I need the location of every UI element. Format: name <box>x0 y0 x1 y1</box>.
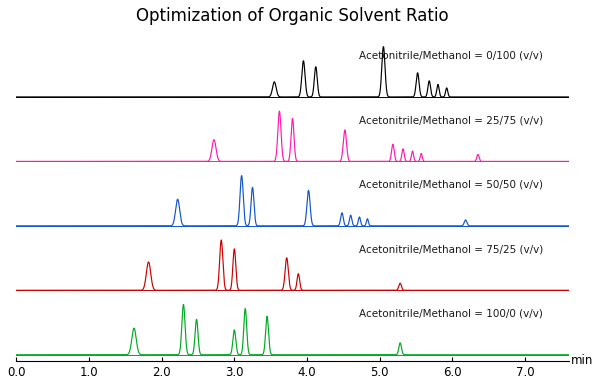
Text: Acetonitrile/Methanol = 25/75 (v/v): Acetonitrile/Methanol = 25/75 (v/v) <box>359 115 543 125</box>
Text: Acetonitrile/Methanol = 100/0 (v/v): Acetonitrile/Methanol = 100/0 (v/v) <box>359 308 543 318</box>
Text: Acetonitrile/Methanol = 50/50 (v/v): Acetonitrile/Methanol = 50/50 (v/v) <box>359 179 543 190</box>
Text: Acetonitrile/Methanol = 75/25 (v/v): Acetonitrile/Methanol = 75/25 (v/v) <box>359 244 543 254</box>
Text: Acetonitrile/Methanol = 0/100 (v/v): Acetonitrile/Methanol = 0/100 (v/v) <box>359 51 543 61</box>
Title: Optimization of Organic Solvent Ratio: Optimization of Organic Solvent Ratio <box>136 7 449 25</box>
Text: min: min <box>571 354 593 367</box>
